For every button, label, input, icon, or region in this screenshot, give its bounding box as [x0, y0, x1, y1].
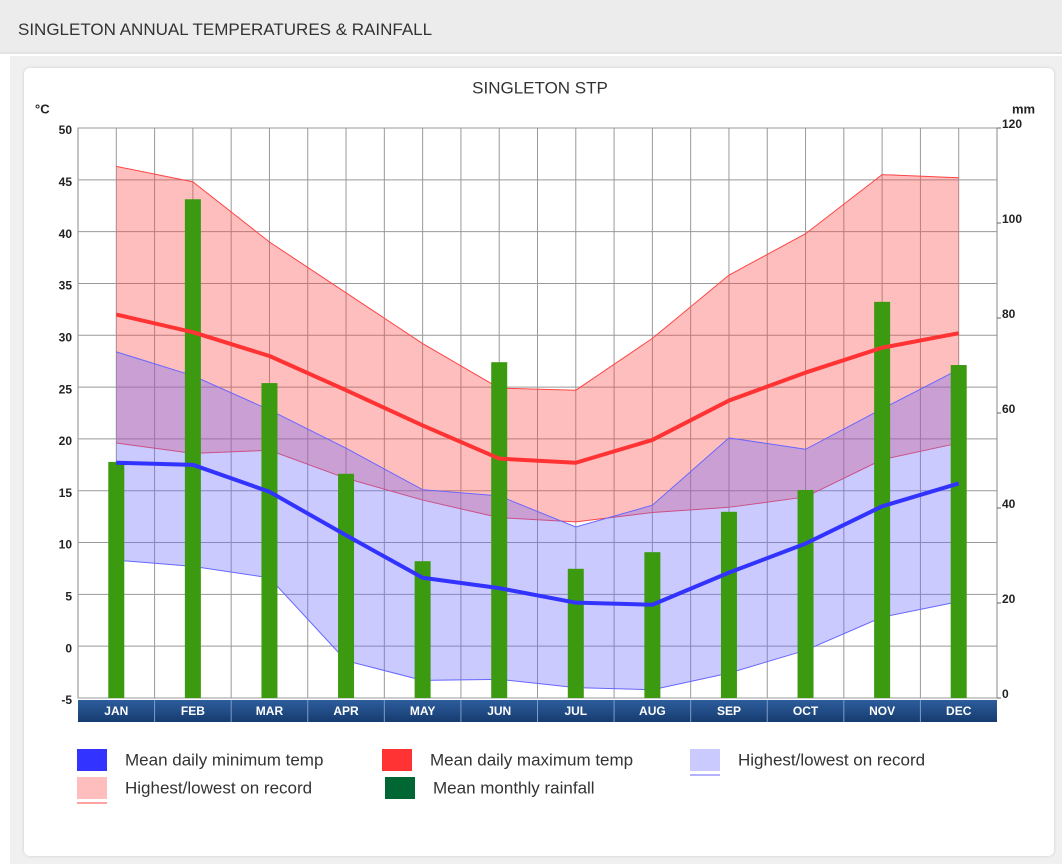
x-tick-label: NOV — [869, 704, 895, 718]
legend-swatch — [385, 777, 415, 799]
y2-axis-label: mm — [1012, 101, 1035, 116]
legend-label: Highest/lowest on record — [738, 750, 925, 769]
record-high-line — [116, 351, 959, 528]
y-tick-label: -5 — [61, 693, 72, 707]
record-high-line — [116, 165, 959, 391]
y-tick-label: 35 — [59, 279, 73, 293]
legend-swatch — [690, 749, 720, 771]
y-tick-label: 15 — [59, 486, 73, 500]
mean-line — [116, 460, 960, 607]
legend-label: Mean daily minimum temp — [125, 750, 323, 769]
mean-line — [115, 312, 960, 465]
chart-title: SINGLETON STP — [472, 78, 608, 97]
record-low-line — [116, 442, 959, 523]
y-axis-label: °C — [35, 101, 50, 116]
rain-bar — [261, 383, 278, 698]
legend-swatch — [77, 777, 107, 799]
rain-bar — [184, 199, 201, 698]
y-tick-label: 20 — [59, 434, 73, 448]
legend-label: Mean monthly rainfall — [433, 778, 595, 797]
rain-bar — [414, 561, 431, 698]
legend-swatch — [382, 749, 412, 771]
y2-tick-label: 120 — [1002, 117, 1022, 131]
rain-bar — [338, 473, 355, 698]
legend-label: Highest/lowest on record — [125, 778, 312, 797]
y2-tick-label: 20 — [1002, 592, 1016, 606]
x-tick-label: JUL — [564, 704, 587, 718]
y2-tick-label: 80 — [1002, 307, 1016, 321]
x-tick-label: SEP — [717, 704, 741, 718]
legend-swatch — [77, 749, 107, 771]
x-tick-label: AUG — [639, 704, 666, 718]
y-tick-label: 30 — [59, 330, 73, 344]
rain-bar — [797, 489, 814, 698]
x-tick-label: JAN — [104, 704, 128, 718]
y-tick-label: 50 — [59, 123, 73, 137]
y-tick-label: 40 — [59, 227, 73, 241]
x-tick-label: OCT — [793, 704, 819, 718]
rain-bar — [720, 511, 737, 698]
y-tick-label: 45 — [59, 175, 73, 189]
x-tick-label: DEC — [946, 704, 972, 718]
record-band — [116, 351, 959, 690]
record-low-line — [116, 559, 959, 691]
y-tick-label: 10 — [59, 538, 73, 552]
y-tick-label: 5 — [65, 590, 72, 604]
x-tick-label: APR — [333, 704, 359, 718]
y-tick-label: 25 — [59, 382, 73, 396]
header: SINGLETON ANNUAL TEMPERATURES & RAINFALL — [0, 0, 1062, 54]
y2-tick-label: 0 — [1002, 687, 1009, 701]
rain-bar — [491, 362, 508, 698]
x-tick-label: MAY — [410, 704, 436, 718]
rain-bar — [950, 365, 967, 698]
header-title: SINGLETON ANNUAL TEMPERATURES & RAINFALL — [18, 20, 433, 39]
y-tick-label: 0 — [65, 641, 72, 655]
y2-tick-label: 60 — [1002, 402, 1016, 416]
rain-bar — [874, 301, 891, 698]
rain-bar — [108, 461, 125, 698]
x-tick-label: JUN — [487, 704, 511, 718]
legend-label: Mean daily maximum temp — [430, 750, 633, 769]
y2-tick-label: 40 — [1002, 497, 1016, 511]
rain-bar — [567, 568, 584, 698]
x-tick-label: MAR — [256, 704, 284, 718]
x-tick-label: FEB — [181, 704, 205, 718]
y2-tick-label: 100 — [1002, 212, 1022, 226]
record-band — [116, 166, 959, 522]
rain-bar — [644, 552, 661, 698]
